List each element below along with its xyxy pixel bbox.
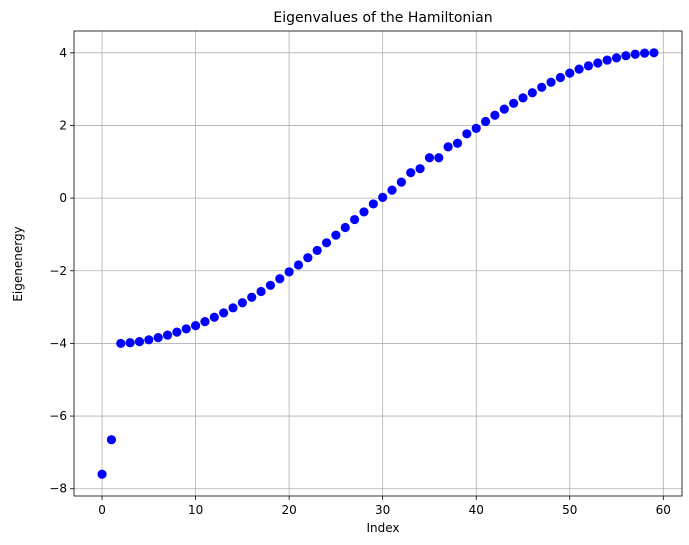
data-point [321,238,332,248]
data-point [219,308,229,318]
data-point [153,333,163,343]
data-point [424,153,435,163]
x-tick-label: 10 [188,503,203,517]
y-tick-label: −6 [49,409,67,423]
data-point [134,337,145,347]
data-point [443,142,453,152]
data-point [565,68,575,78]
data-point [228,303,238,313]
data-point [247,292,257,302]
x-tick-label: 60 [656,503,671,517]
data-point [162,330,173,340]
data-point [172,327,182,337]
data-point [509,98,519,108]
data-point [415,164,425,174]
data-point [406,168,416,178]
data-point [583,61,594,71]
y-tick-label: −4 [49,336,67,350]
data-point [434,153,444,163]
data-point [191,321,201,331]
data-points [97,48,659,479]
y-tick-label: 2 [59,118,67,132]
x-tick-label: 20 [281,503,296,517]
data-point [368,199,378,209]
data-point [303,253,313,263]
data-point [527,88,537,98]
chart-title: Eigenvalues of the Hamiltonian [273,10,492,26]
plot-frame [73,30,683,497]
data-point [237,298,247,308]
data-point [555,72,566,83]
data-point [462,129,472,139]
data-point [630,49,640,59]
data-point [649,48,659,58]
data-point [546,77,556,87]
data-point [125,338,135,348]
data-point [293,260,304,270]
x-tick-label: 0 [98,503,106,517]
data-point [144,335,154,345]
data-point [200,317,210,327]
y-tick-label: 0 [59,191,67,205]
data-point [621,51,631,61]
data-point [452,138,463,148]
data-point [359,207,369,217]
data-point [471,123,481,133]
x-axis-label: Index [366,521,399,535]
data-point [611,53,622,63]
grid [74,31,682,496]
data-point [574,64,584,74]
y-axis: −8 −6 −4 −2 0 2 4 [49,46,74,496]
data-point [378,192,388,202]
x-tick-label: 30 [375,503,390,517]
y-tick-label: −2 [49,264,67,278]
data-point [350,214,360,225]
data-point [499,104,509,114]
data-point [209,312,219,322]
x-axis: 0 10 20 30 40 50 60 [98,496,671,517]
data-point [518,93,528,103]
data-point [396,177,406,187]
data-point [387,185,397,195]
data-point [480,116,491,127]
y-tick-label: 4 [59,46,67,60]
x-tick-label: 40 [469,503,484,517]
data-point [181,324,191,334]
data-point [106,435,117,445]
data-point [639,48,650,58]
data-point [116,338,126,349]
data-point [340,222,350,233]
y-tick-label: −8 [49,482,67,496]
x-tick-label: 50 [562,503,577,517]
data-point [602,55,612,65]
data-point [97,469,107,479]
data-point [331,230,341,240]
data-point [265,280,276,290]
data-point [284,267,294,277]
data-point [593,58,603,68]
data-point [256,286,266,297]
data-point [537,82,547,92]
y-axis-label: Eigenenergy [11,226,25,301]
data-point [312,245,322,256]
data-point [275,274,285,284]
data-point [490,110,500,120]
